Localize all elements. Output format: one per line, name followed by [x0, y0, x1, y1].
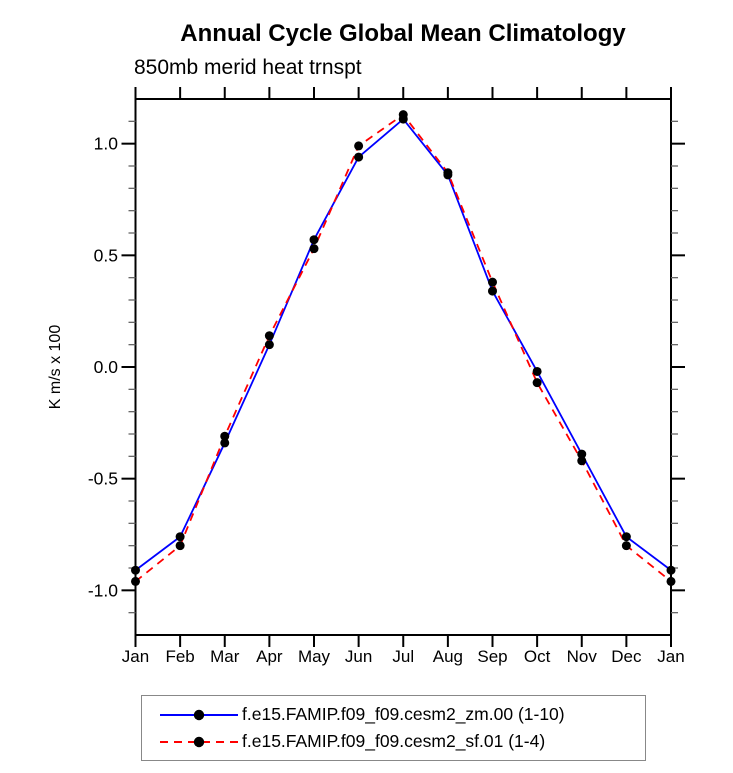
x-tick-label: Aug — [433, 647, 463, 666]
legend-label-zm00: f.e15.FAMIP.f09_f09.cesm2_zm.00 (1-10) — [242, 704, 565, 724]
x-tick-label: Dec — [611, 647, 642, 666]
solid-line-marker-icon — [160, 709, 238, 720]
legend-item-zm00: f.e15.FAMIP.f09_f09.cesm2_zm.00 (1-10) — [142, 701, 645, 728]
y-tick-label: -0.5 — [88, 469, 118, 489]
x-tick-label: Jan — [122, 647, 149, 666]
x-tick-label: Oct — [524, 647, 551, 666]
x-tick-label: Jan — [657, 647, 684, 666]
x-tick-label: Nov — [567, 647, 598, 666]
series-line-0 — [134, 117, 672, 571]
x-tick-label: Jul — [392, 647, 414, 666]
legend-item-sf01: f.e15.FAMIP.f09_f09.cesm2_sf.01 (1-4) — [142, 728, 645, 755]
legend-box: f.e15.FAMIP.f09_f09.cesm2_zm.00 (1-10) f… — [141, 695, 646, 761]
legend-label-sf01: f.e15.FAMIP.f09_f09.cesm2_sf.01 (1-4) — [242, 731, 546, 751]
y-tick-label: 0.5 — [94, 245, 118, 265]
data-point-markers — [131, 110, 676, 586]
chart-title: Annual Cycle Global Mean Climatology — [180, 20, 626, 47]
y-tick-label: 1.0 — [94, 134, 119, 154]
x-tick-label: May — [298, 647, 331, 666]
tick-marks — [121, 87, 685, 647]
series-line-1 — [134, 113, 672, 583]
chart-subtitle: 850mb merid heat trnspt — [134, 56, 362, 79]
x-tick-label: Sep — [477, 647, 507, 666]
x-tick-label: Mar — [210, 647, 240, 666]
x-tick-label: Feb — [165, 647, 194, 666]
y-tick-label: 0.0 — [94, 357, 119, 377]
x-tick-label: Jun — [345, 647, 372, 666]
axes — [134, 98, 672, 636]
series-lines — [134, 113, 672, 583]
x-tick-label: Apr — [256, 647, 283, 666]
y-tick-label: -1.0 — [88, 580, 118, 600]
dashed-line-marker-icon — [160, 736, 238, 747]
axis-tick-labels: Jan Feb Mar Apr May Jun Jul Aug Sep Oct Nov Dec Jan 1… — [88, 134, 685, 666]
